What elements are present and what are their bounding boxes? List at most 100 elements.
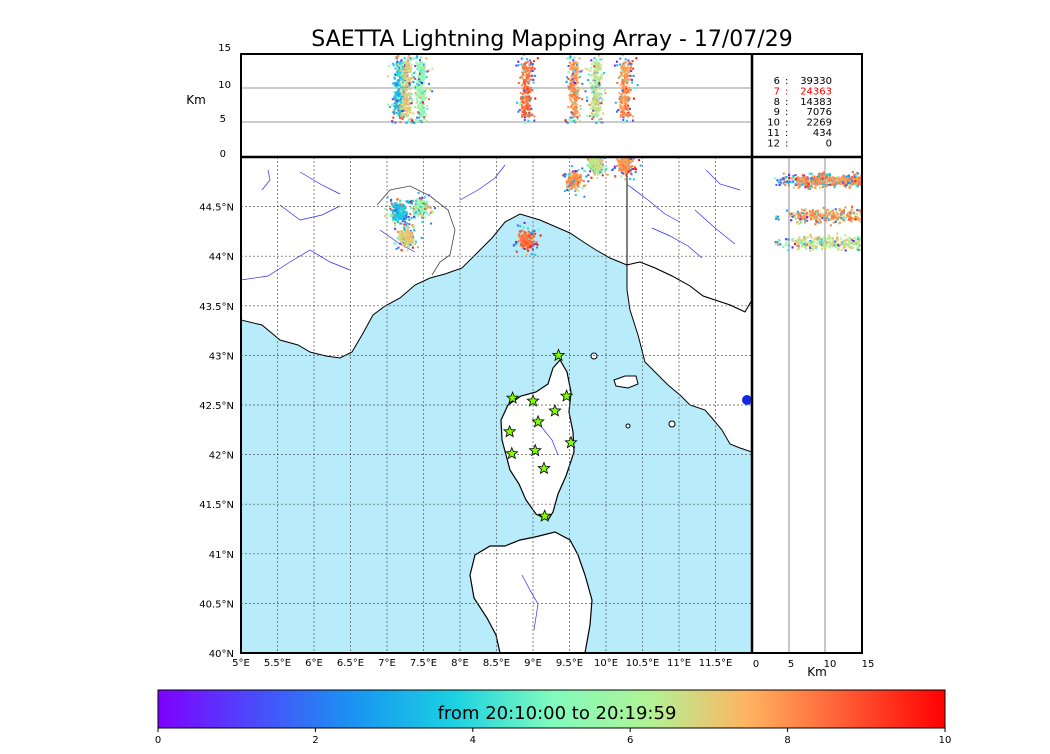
- count-value: 39330: [800, 76, 832, 87]
- lightning-point: [590, 115, 592, 117]
- lightning-point: [428, 214, 430, 216]
- lightning-point: [570, 106, 572, 108]
- lightning-point: [572, 70, 574, 72]
- lightning-point: [800, 222, 802, 224]
- lightning-point: [419, 96, 421, 98]
- lightning-point: [588, 163, 590, 165]
- lightning-point: [518, 240, 520, 242]
- lightning-point: [629, 75, 631, 77]
- lightning-point: [535, 243, 537, 245]
- lightning-point: [528, 91, 530, 93]
- lightning-point: [404, 110, 406, 112]
- lightning-point: [403, 73, 405, 75]
- lightning-point: [421, 116, 423, 118]
- lightning-point: [612, 168, 614, 170]
- latitude-tick-label: 43°N: [209, 351, 234, 362]
- lightning-point: [423, 103, 425, 105]
- lightning-point: [633, 75, 635, 77]
- lightning-point: [570, 87, 572, 89]
- lightning-point: [630, 114, 632, 116]
- lightning-point: [574, 79, 576, 81]
- lightning-point: [402, 75, 404, 77]
- lightning-point: [834, 186, 836, 188]
- lightning-point: [394, 224, 396, 226]
- lightning-point: [417, 64, 419, 66]
- lightning-point: [525, 248, 527, 250]
- lightning-point: [623, 65, 625, 67]
- lightning-point: [573, 96, 575, 98]
- lightning-point: [570, 99, 572, 101]
- lightning-point: [575, 170, 577, 172]
- lightning-point: [396, 100, 398, 102]
- lightning-point: [413, 229, 415, 231]
- lightning-point: [395, 204, 397, 206]
- lightning-point: [581, 187, 583, 189]
- lightning-point: [524, 122, 526, 124]
- lightning-point: [605, 168, 607, 170]
- lightning-point: [409, 92, 411, 94]
- lightning-point: [527, 234, 529, 236]
- lightning-point: [580, 179, 582, 181]
- lightning-point: [525, 112, 527, 114]
- lightning-point: [418, 113, 420, 115]
- lightning-point: [817, 221, 819, 223]
- lightning-point: [587, 159, 589, 161]
- lightning-point: [419, 93, 421, 95]
- lightning-point: [621, 170, 623, 172]
- lightning-point: [602, 174, 604, 176]
- lightning-point: [521, 64, 523, 66]
- lightning-point: [626, 171, 628, 173]
- lightning-point: [789, 213, 791, 215]
- lightning-point: [424, 71, 426, 73]
- lightning-point: [414, 243, 416, 245]
- lightning-point: [411, 74, 413, 76]
- lightning-point: [522, 87, 524, 89]
- lightning-point: [524, 222, 526, 224]
- lightning-point: [598, 95, 600, 97]
- lightning-point: [633, 98, 635, 100]
- lightning-point: [406, 235, 408, 237]
- lightning-point: [522, 66, 524, 68]
- lightning-point: [521, 105, 523, 107]
- lightning-point: [818, 214, 820, 216]
- lightning-point: [404, 57, 406, 59]
- lightning-point: [625, 108, 627, 110]
- count-key: 7: [774, 86, 780, 97]
- lightning-point: [417, 90, 419, 92]
- lightning-point: [401, 213, 403, 215]
- lightning-point: [406, 75, 408, 77]
- lightning-point: [527, 108, 529, 110]
- lightning-point: [828, 214, 830, 216]
- lightning-point: [401, 91, 403, 93]
- lightning-point: [585, 90, 587, 92]
- lightning-point: [527, 96, 529, 98]
- lightning-point: [532, 79, 534, 81]
- lightning-point: [395, 57, 397, 59]
- lightning-point: [410, 231, 412, 233]
- lightning-point: [534, 230, 536, 232]
- lightning-point: [398, 247, 400, 249]
- lightning-point: [582, 88, 584, 90]
- lightning-point: [400, 67, 402, 69]
- lightning-point: [404, 228, 406, 230]
- lightning-point: [784, 184, 786, 186]
- lightning-point: [838, 222, 840, 224]
- lightning-point: [522, 251, 524, 253]
- lightning-point: [424, 210, 426, 212]
- lightning-point: [528, 79, 530, 81]
- lightning-point: [387, 104, 389, 106]
- lightning-point: [413, 216, 415, 218]
- lightning-point: [531, 89, 533, 91]
- latitude-tick-label: 43.5°N: [199, 302, 234, 313]
- count-panel: 6:393307:243638:143839:707610:226911:434…: [752, 54, 862, 157]
- lightning-point: [571, 81, 573, 83]
- lightning-point: [577, 183, 579, 185]
- lightning-point: [413, 72, 415, 74]
- lightning-point: [597, 99, 599, 101]
- lightning-point: [396, 199, 398, 201]
- lightning-point: [394, 103, 396, 105]
- lightning-point: [404, 211, 406, 213]
- lightning-point: [580, 71, 582, 73]
- lightning-point: [527, 227, 529, 229]
- lightning-point: [621, 74, 623, 76]
